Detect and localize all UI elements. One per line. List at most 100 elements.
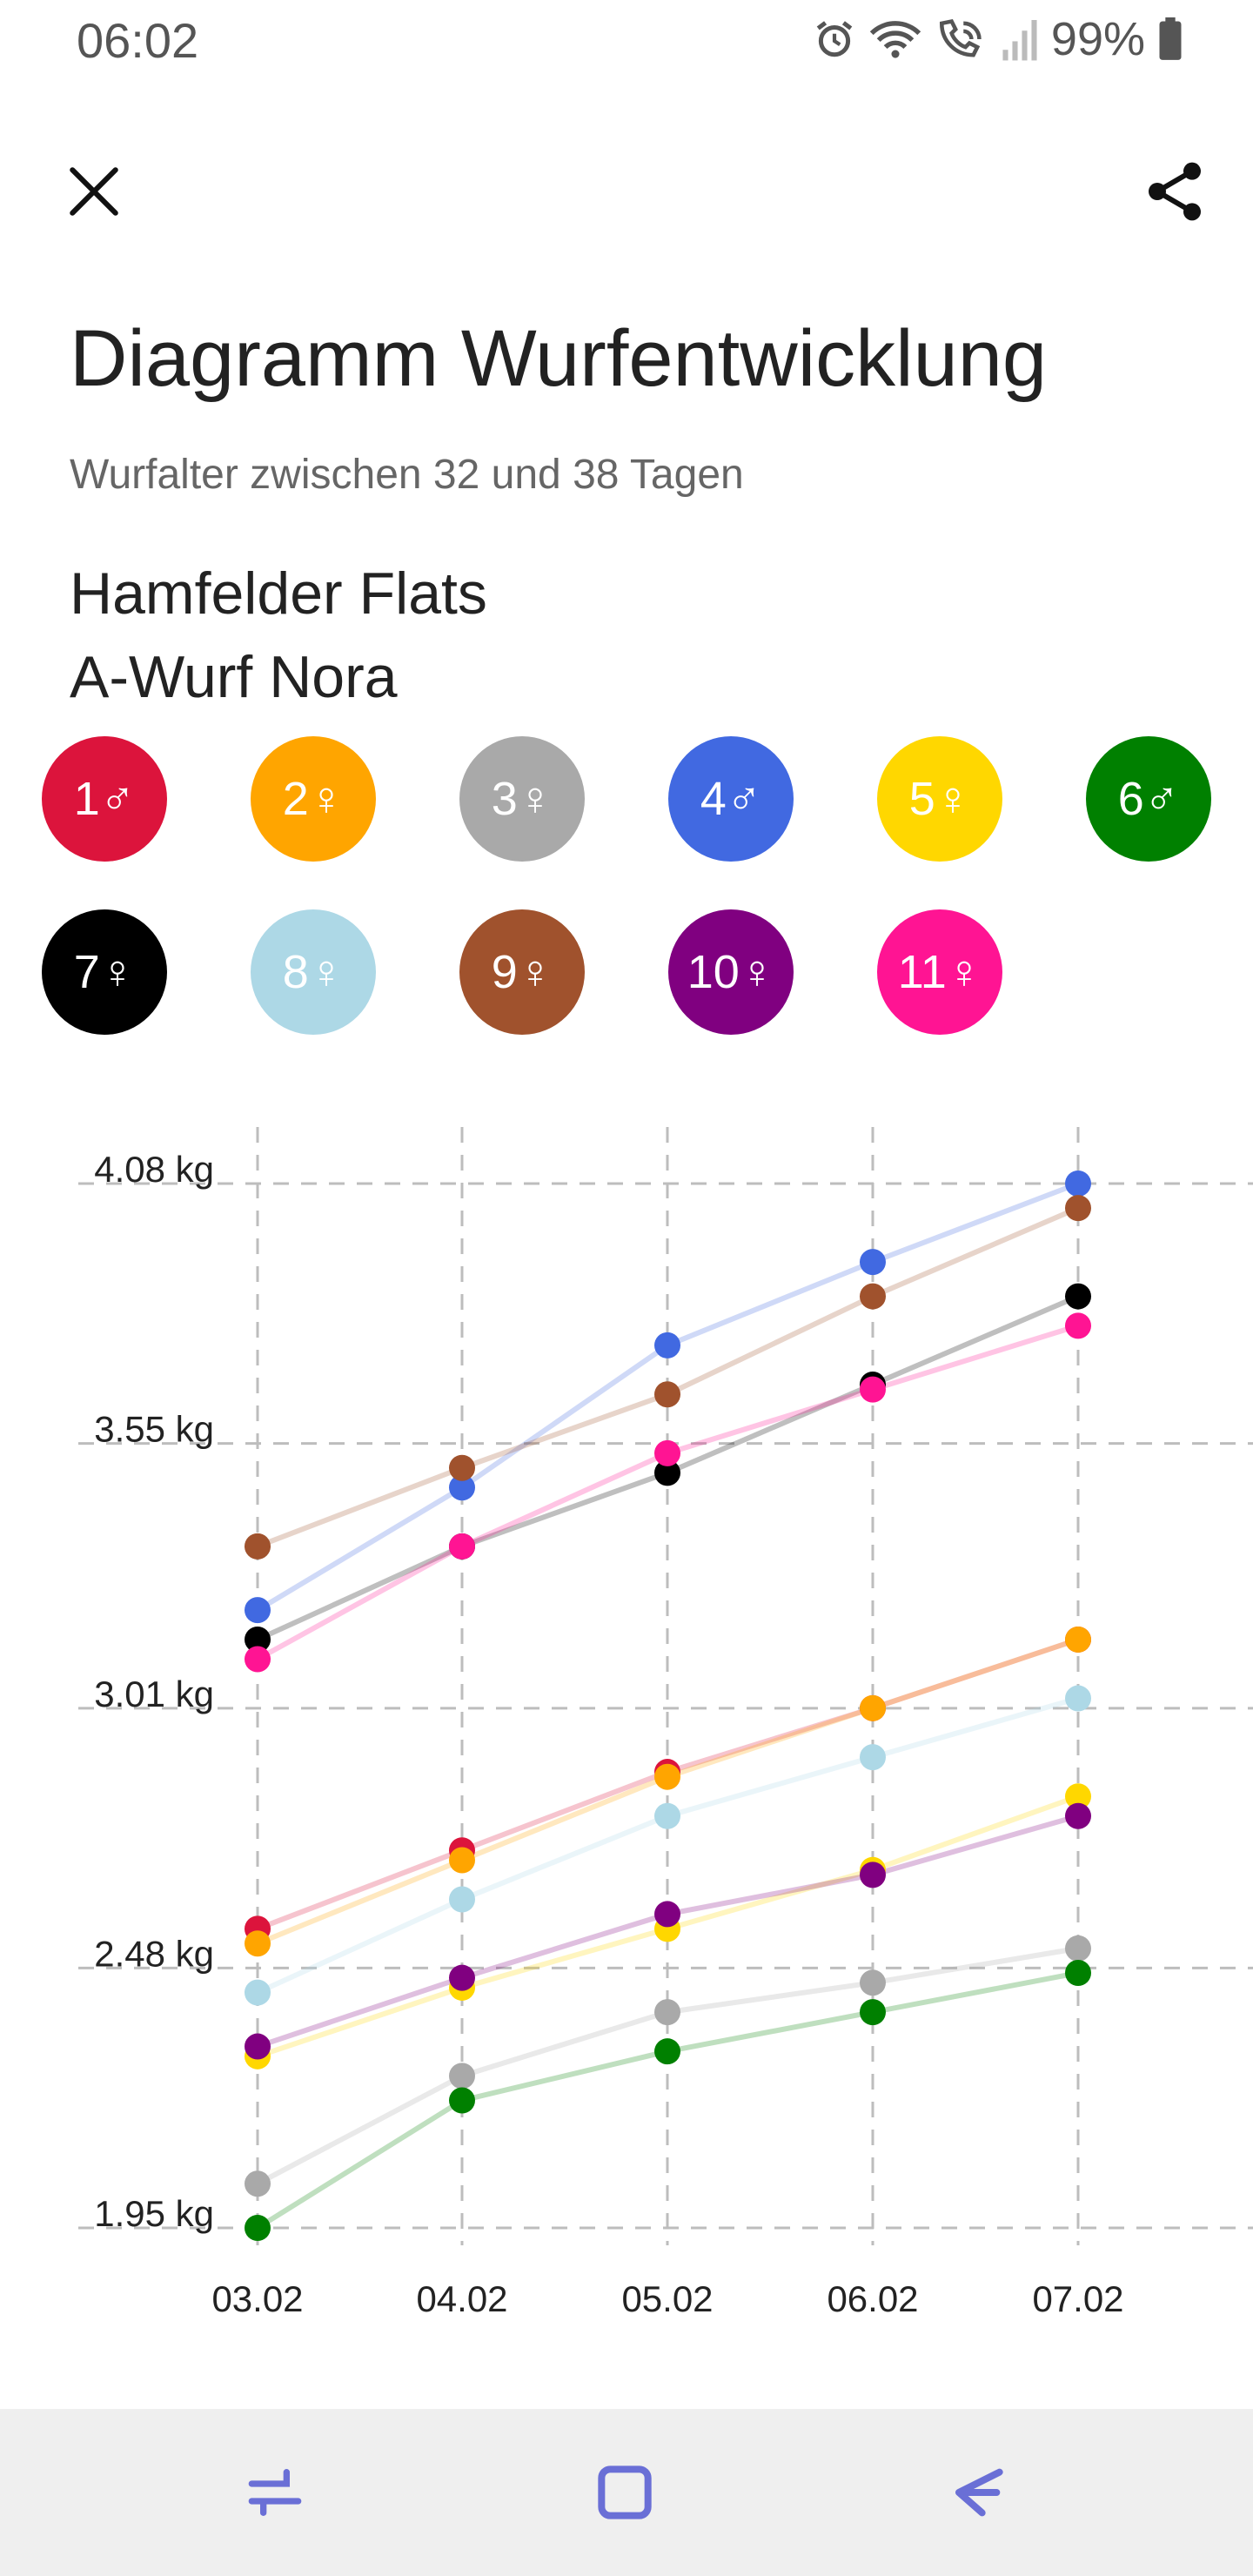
data-point (449, 1886, 475, 1913)
back-icon (955, 2468, 1003, 2517)
puppy-chip-6[interactable]: 6♂ (1086, 736, 1211, 862)
puppy-chip-label: 7♀ (73, 946, 136, 998)
data-point (860, 1969, 886, 1996)
data-point (449, 1454, 475, 1481)
y-tick-label: 3.55 kg (94, 1409, 214, 1450)
data-point (654, 2038, 680, 2065)
y-tick-label: 1.95 kg (94, 2193, 214, 2234)
data-point (245, 1930, 271, 1957)
data-point (654, 1381, 680, 1408)
x-tick-label: 04.02 (416, 2278, 507, 2319)
puppy-chip-3[interactable]: 3♀ (459, 736, 585, 862)
data-point (860, 1376, 886, 1403)
data-point (245, 2033, 271, 2060)
data-point (449, 1474, 475, 1501)
signal-icon (1002, 20, 1037, 61)
data-point (245, 1646, 271, 1673)
y-tick-label: 4.08 kg (94, 1149, 214, 1190)
puppy-chip-label: 8♀ (282, 946, 345, 998)
data-point (654, 1439, 680, 1466)
data-point (1065, 1171, 1091, 1197)
share-icon (1149, 162, 1201, 221)
data-point (1065, 1283, 1091, 1310)
puppy-chip-label: 3♀ (491, 773, 553, 825)
data-point (860, 1283, 886, 1310)
puppy-chip-9[interactable]: 9♀ (459, 909, 585, 1035)
data-point (245, 1597, 271, 1624)
data-point (860, 1694, 886, 1721)
y-tick-label: 3.01 kg (94, 1674, 214, 1714)
litter-name: Hamfelder Flats A-Wurf Nora (70, 552, 487, 719)
wifi-icon (869, 21, 921, 58)
data-point (449, 2087, 475, 2114)
data-point (654, 1901, 680, 1928)
data-point (1065, 1195, 1091, 1222)
litter-label: A-Wurf Nora (70, 644, 398, 710)
x-tick-label: 06.02 (827, 2278, 918, 2319)
data-point (245, 2215, 271, 2241)
data-point (449, 2063, 475, 2090)
data-point (449, 1964, 475, 1991)
data-point (860, 1744, 886, 1771)
battery-percent: 99% (1050, 13, 1145, 65)
puppy-chip-2[interactable]: 2♀ (251, 736, 376, 862)
weight-chart: 1.95 kg 2.48 kg 3.01 kg 3.55 kg 4.08 kg 03.02… (78, 1127, 1253, 2319)
page-title: Diagramm Wurfentwicklung (70, 314, 1048, 403)
data-point (860, 1862, 886, 1888)
data-point (860, 1249, 886, 1276)
data-point (1065, 1960, 1091, 1987)
x-tick-label: 03.02 (211, 2278, 303, 2319)
data-point (654, 1999, 680, 2026)
data-point (1065, 1312, 1091, 1339)
puppy-chip-1[interactable]: 1♂ (42, 736, 167, 862)
data-point (654, 1459, 680, 1486)
puppy-chip-label: 4♂ (700, 773, 762, 825)
data-point (654, 1802, 680, 1829)
status-time: 06:02 (77, 13, 199, 68)
puppy-chip-label: 11♀ (897, 946, 982, 998)
data-point (245, 1626, 271, 1653)
puppy-chip-label: 6♂ (1117, 773, 1180, 825)
close-icon (70, 167, 118, 216)
data-point (654, 1332, 680, 1358)
data-point (449, 1533, 475, 1560)
recents-button[interactable] (231, 2449, 318, 2536)
home-button[interactable] (581, 2449, 668, 2536)
data-point (245, 1979, 271, 2006)
data-point (654, 1763, 680, 1790)
data-point (1065, 1935, 1091, 1962)
puppy-chip-4[interactable]: 4♂ (668, 736, 794, 862)
y-tick-label: 2.48 kg (94, 1933, 214, 1974)
data-point (860, 1999, 886, 2026)
share-button[interactable] (1131, 148, 1218, 235)
kennel-name: Hamfelder Flats (70, 560, 487, 627)
puppy-chip-11[interactable]: 11♀ (877, 909, 1002, 1035)
x-tick-label: 05.02 (621, 2278, 713, 2319)
navigation-bar (0, 2409, 1253, 2576)
status-icons: 99% (813, 12, 1183, 66)
battery-icon (1159, 17, 1182, 60)
top-app-bar (0, 131, 1253, 235)
data-point (449, 1847, 475, 1874)
x-tick-label: 07.02 (1032, 2278, 1123, 2319)
puppy-chip-5[interactable]: 5♀ (877, 736, 1002, 862)
puppy-chip-7[interactable]: 7♀ (42, 909, 167, 1035)
data-point (1065, 1802, 1091, 1829)
puppy-chip-8[interactable]: 8♀ (251, 909, 376, 1035)
wifi-calling-icon (939, 18, 982, 57)
recents-icon (248, 2469, 302, 2516)
puppy-chip-10[interactable]: 10♀ (668, 909, 794, 1035)
status-bar: 06:02 99% (0, 0, 1253, 84)
data-point (245, 2170, 271, 2197)
puppy-chip-label: 2♀ (282, 773, 345, 825)
page-subtitle: Wurfalter zwischen 32 und 38 Tagen (70, 452, 744, 498)
back-button[interactable] (933, 2449, 1020, 2536)
puppy-chip-label: 10♀ (687, 946, 775, 998)
data-point (245, 1533, 271, 1560)
alarm-icon (816, 21, 853, 57)
data-point (1065, 1783, 1091, 1810)
puppy-chip-label: 5♀ (908, 773, 971, 825)
close-button[interactable] (50, 148, 137, 235)
puppy-chip-label: 1♂ (73, 773, 136, 825)
puppy-chip-label: 9♀ (491, 946, 553, 998)
